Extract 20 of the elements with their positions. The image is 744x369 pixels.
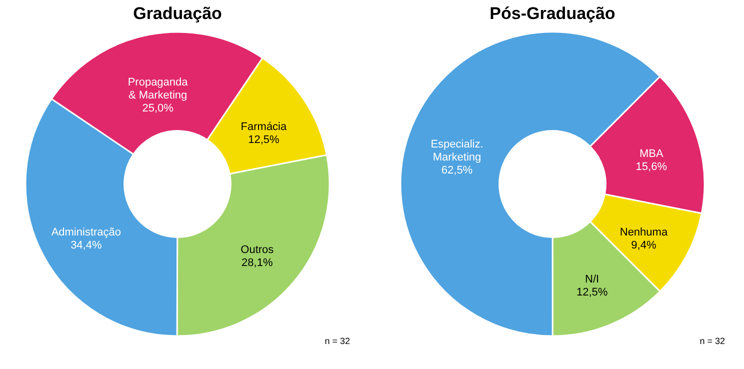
slice-label: Propaganda & Marketing	[128, 76, 189, 102]
chart-title: Pós-Graduação	[490, 4, 616, 23]
slice-label: Farmácia	[240, 120, 288, 133]
data-label: 15,6%	[636, 160, 668, 173]
slice-label: Outros	[240, 244, 274, 256]
data-label: 12,5%	[576, 286, 608, 298]
slice-label: Especializ. Marketing	[430, 138, 484, 164]
data-label: 62,5%	[441, 164, 473, 176]
data-label: 28,1%	[242, 256, 273, 269]
data-label: 9,4%	[631, 240, 656, 252]
slice-label: N/I	[585, 273, 600, 286]
text: n = 32	[700, 336, 725, 346]
slice-label: Administração	[51, 226, 122, 238]
slice-label: Nenhuma	[620, 226, 668, 239]
data-label: 34,4%	[70, 239, 102, 252]
slice-label: MBA	[639, 148, 664, 160]
chart-title: Graduação	[133, 4, 222, 23]
data-label: 12,5%	[248, 134, 280, 146]
text: n = 32	[324, 336, 350, 346]
data-label: 25,0%	[142, 102, 174, 115]
